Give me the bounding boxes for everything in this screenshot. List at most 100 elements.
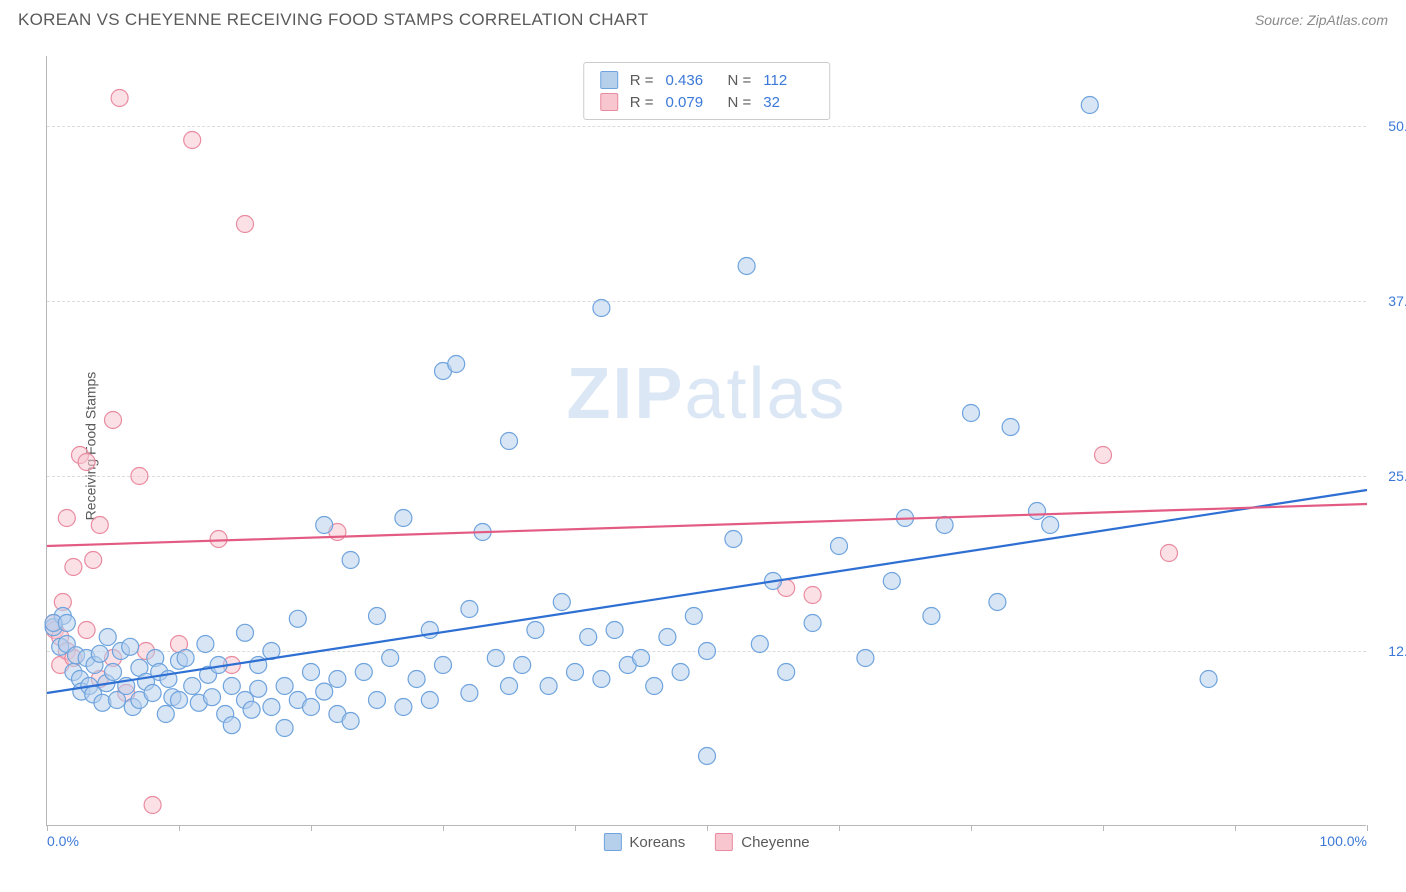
x-tick-label: 0.0% <box>47 833 79 849</box>
data-point <box>250 680 267 697</box>
data-point <box>699 643 716 660</box>
data-point <box>1029 503 1046 520</box>
x-tick-label: 100.0% <box>1320 833 1367 849</box>
data-point <box>738 258 755 275</box>
data-point <box>1200 671 1217 688</box>
data-point <box>435 657 452 674</box>
x-tick-mark <box>971 825 972 831</box>
x-tick-mark <box>839 825 840 831</box>
data-point <box>58 615 75 632</box>
y-tick-label: 25.0% <box>1388 468 1406 484</box>
r-label: R = <box>630 72 654 89</box>
data-point <box>105 412 122 429</box>
legend-item: Koreans <box>603 833 685 851</box>
data-point <box>184 678 201 695</box>
r-label: R = <box>630 94 654 111</box>
trend-line <box>47 490 1367 693</box>
data-point <box>85 552 102 569</box>
x-tick-mark <box>707 825 708 831</box>
data-point <box>395 510 412 527</box>
data-point <box>111 90 128 107</box>
x-tick-mark <box>179 825 180 831</box>
n-label: N = <box>728 94 752 111</box>
series-legend: Koreans Cheyenne <box>603 833 809 851</box>
data-point <box>461 601 478 618</box>
data-point <box>91 645 108 662</box>
data-point <box>408 671 425 688</box>
x-tick-mark <box>47 825 48 831</box>
data-point <box>540 678 557 695</box>
data-point <box>210 531 227 548</box>
data-point <box>263 699 280 716</box>
data-point <box>237 624 254 641</box>
data-point <box>369 692 386 709</box>
data-point <box>448 356 465 373</box>
legend-item: Cheyenne <box>715 833 809 851</box>
data-point <box>197 636 214 653</box>
data-point <box>487 650 504 667</box>
data-point <box>223 678 240 695</box>
data-point <box>382 650 399 667</box>
data-point <box>567 664 584 681</box>
data-point <box>593 671 610 688</box>
stats-legend-row: R =0.436N =112 <box>600 69 814 91</box>
data-point <box>91 517 108 534</box>
data-point <box>177 650 194 667</box>
legend-label: Cheyenne <box>741 834 809 851</box>
data-point <box>303 699 320 716</box>
legend-swatch <box>715 833 733 851</box>
data-point <box>593 300 610 317</box>
chart-title: KOREAN VS CHEYENNE RECEIVING FOOD STAMPS… <box>18 10 648 30</box>
data-point <box>78 454 95 471</box>
data-point <box>131 468 148 485</box>
data-point <box>923 608 940 625</box>
data-point <box>276 678 293 695</box>
data-point <box>936 517 953 534</box>
data-point <box>461 685 478 702</box>
data-point <box>857 650 874 667</box>
data-point <box>501 678 518 695</box>
n-value: 112 <box>763 72 813 89</box>
legend-swatch <box>600 71 618 89</box>
data-point <box>289 610 306 627</box>
data-point <box>672 664 689 681</box>
data-point <box>78 622 95 639</box>
data-point <box>144 797 161 814</box>
data-point <box>276 720 293 737</box>
x-tick-mark <box>311 825 312 831</box>
data-point <box>237 216 254 233</box>
x-tick-mark <box>1367 825 1368 831</box>
data-point <box>527 622 544 639</box>
data-point <box>421 692 438 709</box>
legend-swatch <box>603 833 621 851</box>
data-point <box>989 594 1006 611</box>
data-point <box>316 517 333 534</box>
data-point <box>329 671 346 688</box>
data-point <box>1002 419 1019 436</box>
data-point <box>646 678 663 695</box>
data-point <box>342 552 359 569</box>
data-point <box>144 685 161 702</box>
data-point <box>184 132 201 149</box>
data-point <box>633 650 650 667</box>
y-tick-label: 37.5% <box>1388 293 1406 309</box>
scatter-plot-svg <box>47 56 1366 825</box>
data-point <box>395 699 412 716</box>
n-value: 32 <box>763 94 813 111</box>
data-point <box>831 538 848 555</box>
data-point <box>501 433 518 450</box>
data-point <box>963 405 980 422</box>
data-point <box>122 638 139 655</box>
r-value: 0.079 <box>666 94 716 111</box>
data-point <box>369 608 386 625</box>
data-point <box>303 664 320 681</box>
data-point <box>342 713 359 730</box>
trend-line <box>47 504 1367 546</box>
data-point <box>1042 517 1059 534</box>
x-tick-mark <box>575 825 576 831</box>
source-label: Source: ZipAtlas.com <box>1255 12 1388 28</box>
data-point <box>223 717 240 734</box>
stats-legend-row: R = 0.079 N = 32 <box>600 91 814 113</box>
data-point <box>514 657 531 674</box>
data-point <box>316 683 333 700</box>
